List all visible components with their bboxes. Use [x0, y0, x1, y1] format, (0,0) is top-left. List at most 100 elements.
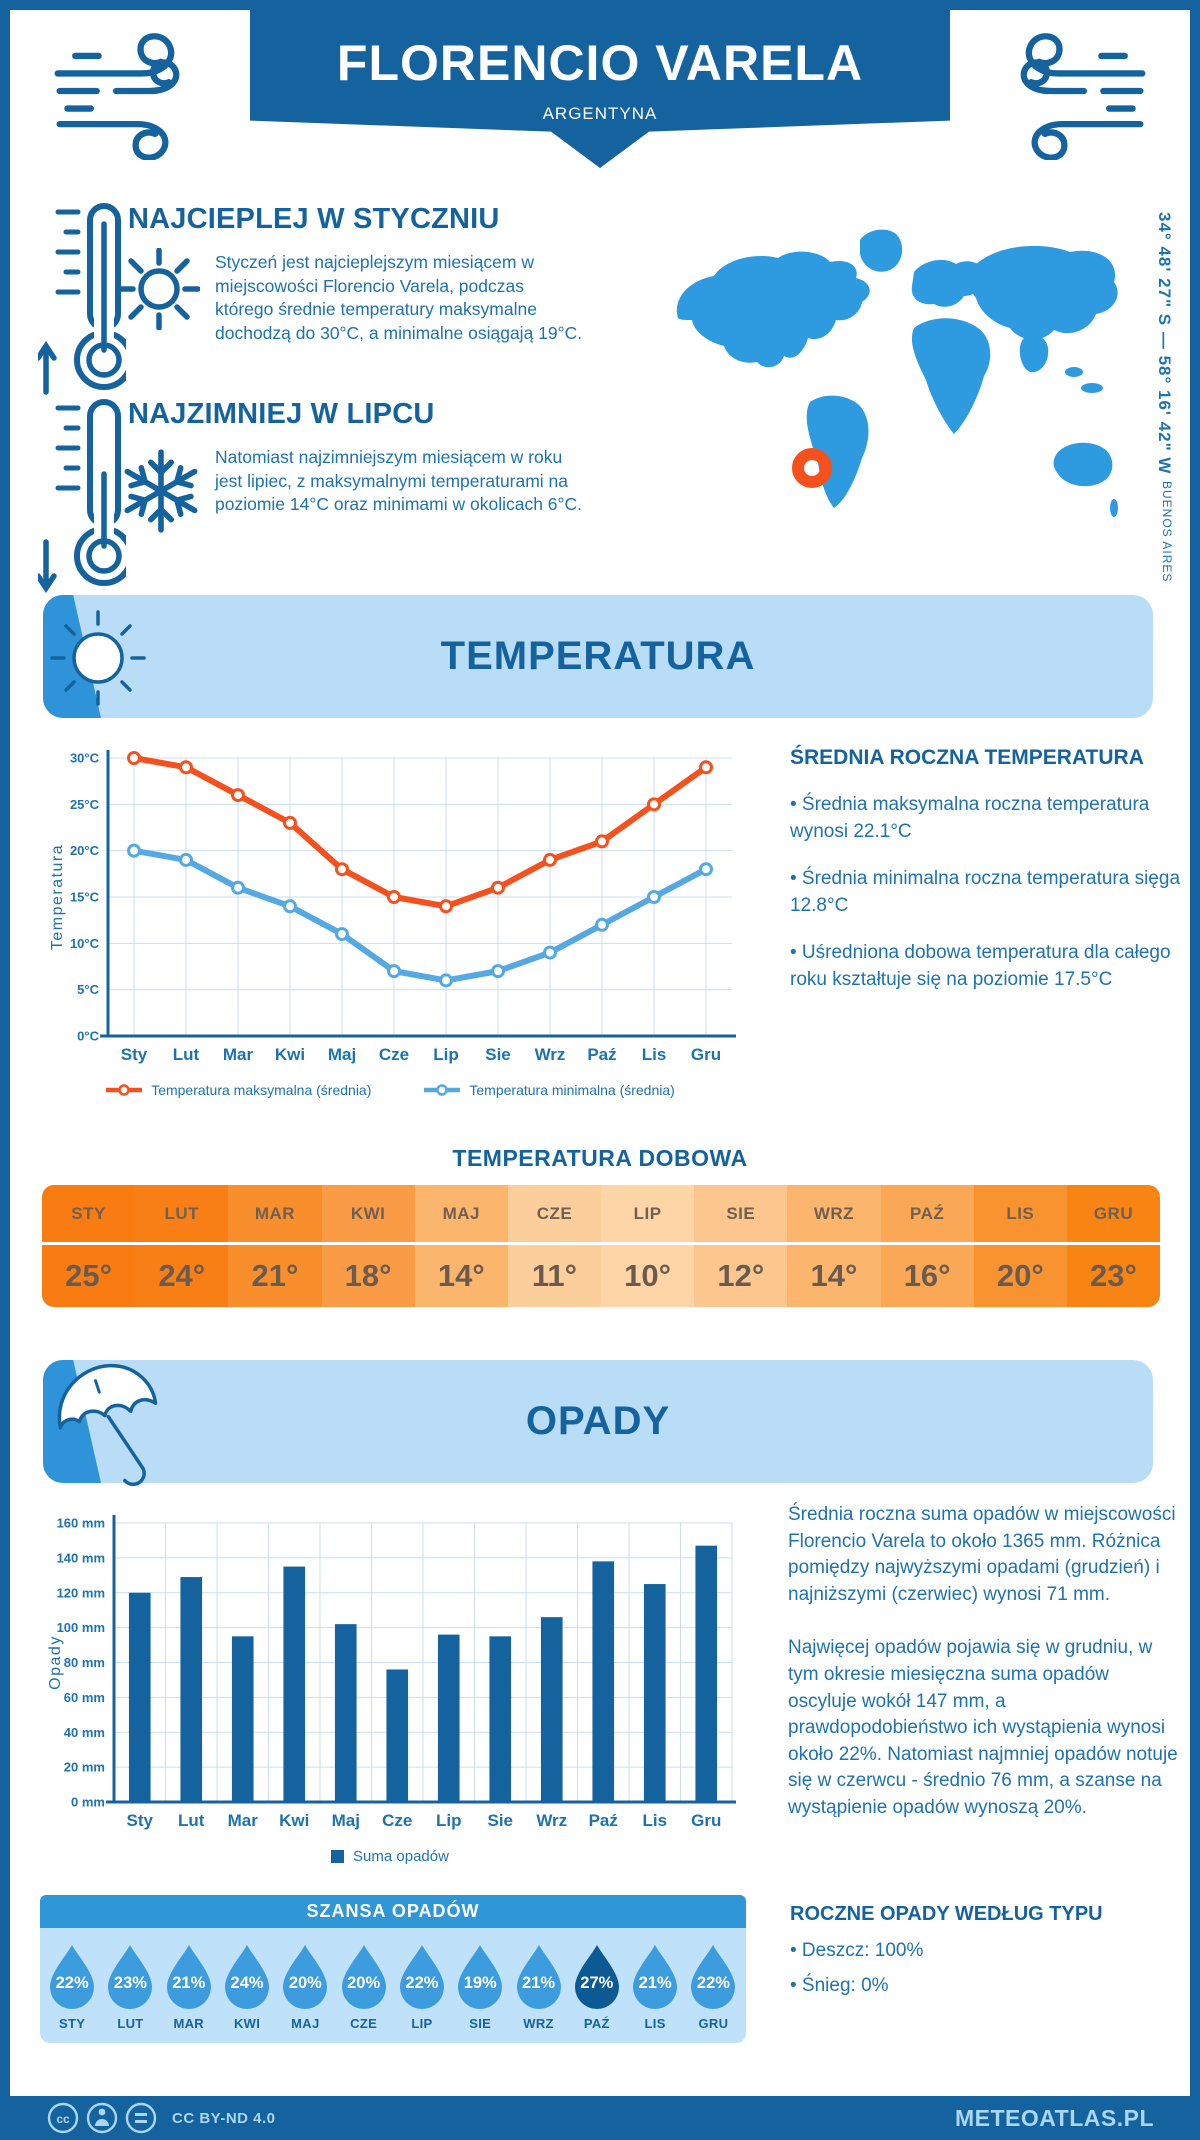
annual-temp-bullet: • Średnia maksymalna roczna temperatura … [790, 794, 1150, 842]
svg-text:Opady: Opady [47, 1635, 64, 1690]
footer: cc CC BY-ND 4.0 METEOATLAS.PL [0, 2096, 1200, 2140]
svg-text:Mar: Mar [228, 1811, 259, 1830]
svg-text:Cze: Cze [379, 1045, 409, 1064]
page-subtitle: ARGENTYNA [542, 104, 658, 123]
precipitation-banner-title: OPADY [525, 1399, 671, 1443]
svg-text:60 mm: 60 mm [64, 1690, 105, 1705]
sun-banner-icon [50, 610, 146, 706]
svg-text:Mar: Mar [223, 1045, 254, 1064]
coordinates-city: BUENOS AIRES [1160, 481, 1174, 583]
svg-text:Lip: Lip [433, 1045, 459, 1064]
daily-temp-column: KWI 18° [321, 1185, 415, 1307]
chance-droplet: 21% MAR [160, 1944, 218, 2031]
svg-text:5°C: 5°C [77, 982, 99, 997]
svg-text:100 mm: 100 mm [57, 1620, 105, 1635]
daily-temp-month: LIP [601, 1185, 695, 1245]
svg-text:cc: cc [56, 2112, 70, 2126]
annual-temp-bullet: • Uśredniona dobowa temperatura dla całe… [790, 942, 1171, 990]
chance-month: STY [59, 2016, 86, 2031]
precipitation-chance-panel: SZANSA OPADÓW 22% STY 23% LUT 21% MAR 24% KWI 20… [40, 1895, 746, 2043]
droplet-icon [516, 1945, 561, 2009]
daily-temp-column: CZE 11° [507, 1185, 602, 1307]
svg-text:Gru: Gru [691, 1045, 721, 1064]
daily-temp-title: TEMPERATURA DOBOWA [452, 1145, 748, 1171]
svg-text:Kwi: Kwi [279, 1811, 309, 1830]
svg-text:Lis: Lis [642, 1045, 667, 1064]
chance-month: KWI [233, 2016, 261, 2031]
svg-text:0°C: 0°C [77, 1029, 99, 1044]
precipitation-banner: OPADY [43, 1360, 1153, 1483]
coordinates-text: 34° 48' 27" S — 58° 16' 42" W [1155, 212, 1174, 475]
highlight-cold-title: NAJZIMNIEJ W LIPCU [128, 398, 435, 430]
daily-temp-value: 21° [251, 1258, 299, 1293]
cc-license-icons: cc [47, 2102, 157, 2134]
daily-temp-month: LUT [135, 1185, 229, 1245]
daily-temp-value: 18° [344, 1258, 392, 1293]
daily-temp-column: LIS 20° [973, 1185, 1067, 1307]
daily-temp-value: 11° [531, 1258, 578, 1293]
chance-droplet: 20% MAJ [276, 1944, 334, 2031]
daily-temp-month: STY [42, 1185, 136, 1245]
svg-text:Wrz: Wrz [535, 1045, 566, 1064]
chance-droplet: 22% LIP [393, 1944, 451, 2031]
daily-temp-value: 14° [437, 1258, 485, 1293]
chance-value: 20% [288, 1974, 322, 1992]
annual-temp-bullet: • Średnia minimalna roczna temperatura s… [790, 868, 1181, 916]
chance-value: 20% [347, 1974, 381, 1992]
chance-month: GRU [698, 2016, 729, 2031]
svg-text:Paź: Paź [587, 1045, 616, 1064]
daily-temp-value: 25° [65, 1258, 113, 1293]
droplet-icon [50, 1945, 95, 2009]
page-title: FLORENCIO VARELA [336, 35, 864, 91]
svg-text:Sie: Sie [485, 1045, 511, 1064]
license-text: CC BY-ND 4.0 [172, 2109, 276, 2127]
umbrella-icon [57, 1363, 158, 1487]
legend-item: Temperatura maksymalna (średnia) [105, 1082, 371, 1098]
daily-temp-month: GRU [1066, 1185, 1160, 1245]
daily-temp-month: CZE [507, 1185, 602, 1245]
chance-value: 24% [230, 1974, 264, 1992]
chance-droplet: 21% WRZ [509, 1944, 567, 2031]
chance-month: MAJ [291, 2016, 320, 2031]
svg-text:Lip: Lip [436, 1811, 462, 1830]
daily-temp-month: WRZ [787, 1185, 881, 1245]
daily-temp-column: LIP 10° [601, 1185, 695, 1307]
chance-droplet: 22% GRU [684, 1944, 742, 2031]
daily-temp-column: LUT 24° [135, 1185, 229, 1307]
chance-droplet: 23% LUT [101, 1944, 159, 2031]
daily-temp-column: SIE 12° [694, 1185, 788, 1307]
thermometer-cold-icon [38, 399, 126, 593]
droplet-icon [283, 1945, 328, 2009]
annual-temp-bullets: • Średnia maksymalna roczna temperatura … [790, 792, 1188, 1015]
svg-text:40 mm: 40 mm [64, 1725, 105, 1740]
chance-month: LIP [411, 2016, 433, 2031]
daily-temp-month: SIE [694, 1185, 788, 1245]
chance-droplet: 24% KWI [218, 1944, 276, 2031]
precip-type-bullet: • Deszcz: 100% [790, 1940, 924, 1961]
bar-chart-legend: Suma opadów [40, 1848, 740, 1865]
droplet-icon [458, 1945, 503, 2009]
svg-text:Maj: Maj [328, 1045, 356, 1064]
precipitation-chance-title: SZANSA OPADÓW [40, 1895, 746, 1928]
svg-text:20 mm: 20 mm [64, 1760, 105, 1775]
daily-temp-month: MAJ [414, 1185, 508, 1245]
chance-droplet: 21% LIS [626, 1944, 684, 2031]
chance-droplet: 20% CZE [334, 1944, 392, 2031]
svg-text:Gru: Gru [691, 1811, 721, 1830]
highlight-warm-title: NAJCIEPLEJ W STYCZNIU [128, 203, 500, 235]
svg-text:10°C: 10°C [70, 936, 100, 951]
location-marker [792, 448, 832, 488]
daily-temp-column: STY 25° [42, 1185, 136, 1307]
svg-text:15°C: 15°C [70, 890, 100, 905]
svg-text:Maj: Maj [332, 1811, 360, 1830]
legend-item: Temperatura minimalna (średnia) [423, 1082, 675, 1098]
annual-temp-title: ŚREDNIA ROCZNA TEMPERATURA [790, 746, 1144, 769]
daily-temp-column: MAJ 14° [414, 1185, 508, 1307]
daily-temp-value: 10° [624, 1258, 672, 1293]
line-chart-legend: Temperatura maksymalna (średnia) Temperat… [40, 1082, 740, 1098]
svg-text:160 mm: 160 mm [57, 1516, 105, 1531]
chance-droplet: 27% PAŹ [568, 1944, 626, 2031]
legend-label: Suma opadów [353, 1848, 449, 1865]
highlight-cold-text: Natomiast najzimniejszym miesiącem w rok… [215, 447, 583, 515]
